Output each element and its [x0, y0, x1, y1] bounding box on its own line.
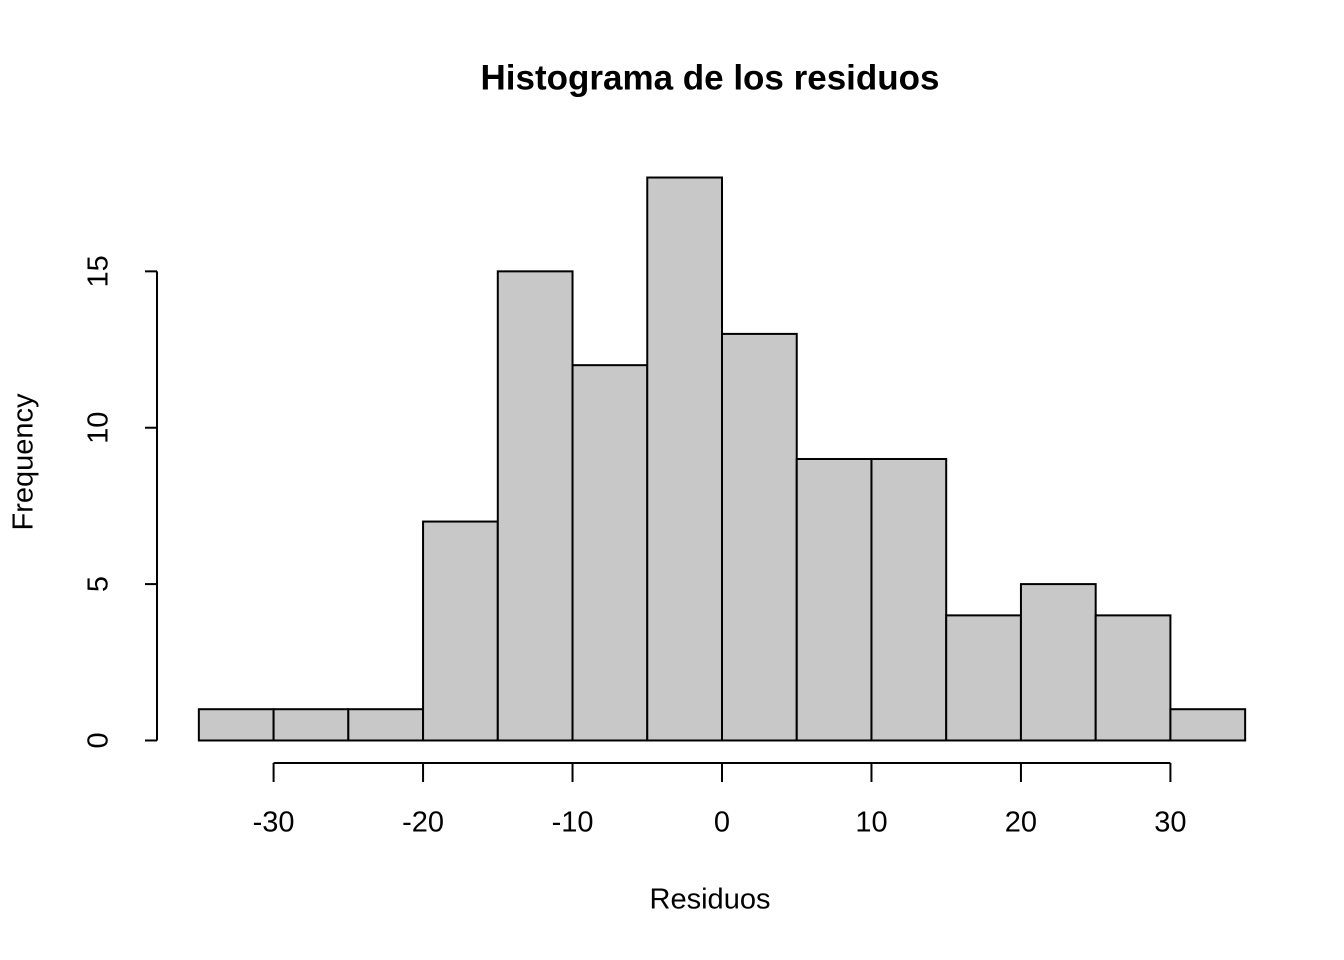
y-tick-label: 15 — [83, 255, 115, 287]
bar — [347, 708, 425, 742]
x-tick-label: -20 — [402, 807, 444, 839]
bar — [721, 332, 798, 742]
bar — [795, 458, 873, 742]
bar — [571, 364, 649, 742]
x-tick-label: 10 — [855, 807, 887, 839]
x-axis-label: Residuos — [650, 884, 771, 916]
y-tick-label: 5 — [83, 576, 115, 592]
bar — [1094, 614, 1172, 742]
chart-title: Histograma de los residuos — [480, 58, 939, 97]
bar — [945, 614, 1022, 742]
y-tick-label: 10 — [83, 412, 115, 444]
bar — [646, 176, 723, 742]
bar — [870, 458, 948, 742]
x-tick-label: -30 — [253, 807, 295, 839]
x-tick-label: 0 — [714, 807, 730, 839]
y-tick-label: 0 — [83, 732, 115, 748]
x-tick-label: 30 — [1154, 807, 1186, 839]
y-axis-label: Frequency — [8, 393, 40, 531]
bar — [197, 708, 275, 742]
x-tick-label: 20 — [1005, 807, 1037, 839]
bar — [496, 270, 574, 742]
bar — [1019, 583, 1097, 742]
bar — [272, 708, 350, 742]
bar — [422, 520, 499, 742]
x-tick-label: -10 — [552, 807, 594, 839]
bar — [1169, 708, 1247, 742]
